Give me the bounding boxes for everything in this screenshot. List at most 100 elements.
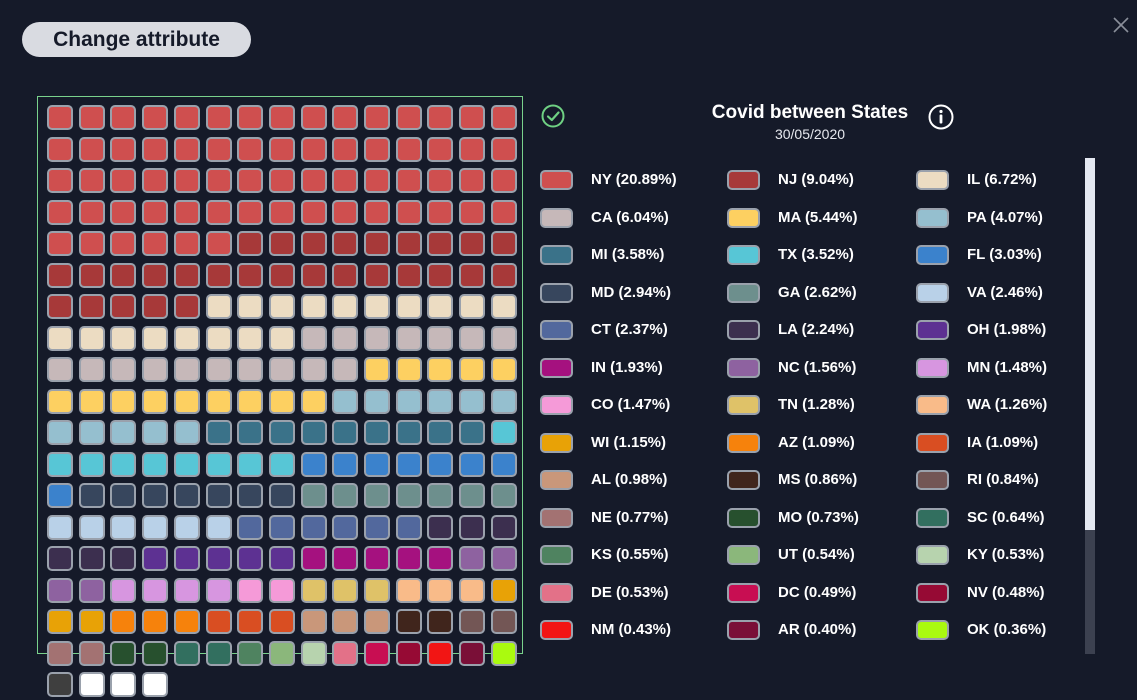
waffle-cell-wi[interactable] [490,577,517,603]
waffle-cell-nj[interactable] [427,262,454,288]
waffle-cell-ny[interactable] [459,105,486,130]
waffle-cell-ny[interactable] [364,136,390,162]
waffle-cell-wi[interactable] [47,609,73,634]
waffle-cell-ca[interactable] [237,357,264,382]
legend-item-pa[interactable]: PA (4.07%) [916,206,1096,230]
waffle-cell-ny[interactable] [395,136,422,162]
legend-item-wi[interactable]: WI (1.15%) [540,431,720,455]
legend-item-in[interactable]: IN (1.93%) [540,356,720,380]
waffle-cell-nc[interactable] [47,577,73,603]
waffle-cell-wa[interactable] [427,577,454,603]
waffle-cell-pa[interactable] [47,420,73,445]
waffle-cell-ny[interactable] [490,168,517,193]
waffle-cell-oh[interactable] [237,546,264,571]
waffle-cell-mi[interactable] [459,420,486,445]
waffle-cell-in[interactable] [395,546,422,571]
waffle-cell-ny[interactable] [47,199,73,225]
waffle-cell-ga[interactable] [490,483,517,508]
waffle-cell-ny[interactable] [110,136,137,162]
waffle-cell-ca[interactable] [427,325,454,351]
waffle-cell-sc[interactable] [173,640,200,666]
waffle-cell-la[interactable] [110,546,137,571]
waffle-cell-ny[interactable] [173,168,200,193]
waffle-cell-wi[interactable] [78,609,105,634]
waffle-cell-nj[interactable] [173,262,200,288]
legend-item-ks[interactable]: KS (0.55%) [540,543,720,567]
waffle-cell-pa[interactable] [173,420,200,445]
legend-item-fl[interactable]: FL (3.03%) [916,243,1096,267]
waffle-cell-ny[interactable] [459,136,486,162]
waffle-cell-ny[interactable] [205,231,232,256]
waffle-cell-nj[interactable] [268,231,295,256]
waffle-cell-ma[interactable] [237,388,264,414]
waffle-cell-ny[interactable] [173,105,200,130]
waffle-cell-ct[interactable] [395,514,422,540]
waffle-cell-nc[interactable] [490,546,517,571]
waffle-cell-fl[interactable] [300,451,327,477]
waffle-cell-il[interactable] [237,294,264,319]
waffle-cell-wa[interactable] [395,577,422,603]
waffle-cell-md[interactable] [173,483,200,508]
waffle-cell-nj[interactable] [300,262,327,288]
waffle-cell-nj[interactable] [110,294,137,319]
waffle-cell-ny[interactable] [110,168,137,193]
waffle-cell-ny[interactable] [268,136,295,162]
waffle-cell-de[interactable] [332,640,359,666]
waffle-cell-mn[interactable] [173,577,200,603]
waffle-cell-ky[interactable] [300,640,327,666]
legend-item-sc[interactable]: SC (0.64%) [916,506,1096,530]
waffle-cell-ny[interactable] [459,168,486,193]
waffle-cell-nc[interactable] [459,546,486,571]
waffle-cell-il[interactable] [490,294,517,319]
waffle-cell-nc[interactable] [78,577,105,603]
waffle-cell-mi[interactable] [237,420,264,445]
waffle-cell-ca[interactable] [364,325,390,351]
waffle-cell-ct[interactable] [300,514,327,540]
waffle-cell-other[interactable] [78,672,105,697]
waffle-cell-nj[interactable] [459,262,486,288]
waffle-cell-nj[interactable] [395,231,422,256]
waffle-cell-ma[interactable] [490,357,517,382]
waffle-cell-ok[interactable] [490,640,517,666]
waffle-cell-ny[interactable] [110,105,137,130]
waffle-cell-ny[interactable] [47,105,73,130]
waffle-cell-ri[interactable] [459,609,486,634]
waffle-cell-az[interactable] [142,609,169,634]
waffle-cell-il[interactable] [364,294,390,319]
waffle-cell-ny[interactable] [332,168,359,193]
waffle-cell-md[interactable] [142,483,169,508]
waffle-cell-mi[interactable] [205,420,232,445]
waffle-cell-ny[interactable] [205,105,232,130]
waffle-cell-nj[interactable] [78,262,105,288]
waffle-cell-nj[interactable] [142,262,169,288]
waffle-cell-ny[interactable] [78,199,105,225]
waffle-cell-ny[interactable] [300,136,327,162]
waffle-cell-ny[interactable] [300,199,327,225]
waffle-cell-nj[interactable] [268,262,295,288]
waffle-cell-ny[interactable] [173,231,200,256]
legend-item-ar[interactable]: AR (0.40%) [727,618,907,642]
waffle-cell-ma[interactable] [459,357,486,382]
legend-item-nm[interactable]: NM (0.43%) [540,618,720,642]
waffle-cell-ny[interactable] [205,199,232,225]
waffle-cell-md[interactable] [110,483,137,508]
waffle-cell-ga[interactable] [459,483,486,508]
info-icon[interactable] [927,103,955,131]
waffle-cell-ca[interactable] [78,357,105,382]
waffle-cell-ga[interactable] [364,483,390,508]
legend-item-de[interactable]: DE (0.53%) [540,581,720,605]
waffle-cell-ma[interactable] [78,388,105,414]
waffle-cell-nj[interactable] [47,262,73,288]
waffle-cell-ny[interactable] [110,199,137,225]
waffle-cell-co[interactable] [237,577,264,603]
waffle-cell-ny[interactable] [268,105,295,130]
waffle-cell-nj[interactable] [47,294,73,319]
waffle-cell-il[interactable] [78,325,105,351]
waffle-cell-nm[interactable] [427,640,454,666]
waffle-cell-mi[interactable] [427,420,454,445]
waffle-cell-ca[interactable] [459,325,486,351]
waffle-cell-ny[interactable] [332,199,359,225]
waffle-cell-ny[interactable] [205,168,232,193]
waffle-cell-nj[interactable] [142,294,169,319]
waffle-cell-ny[interactable] [47,231,73,256]
